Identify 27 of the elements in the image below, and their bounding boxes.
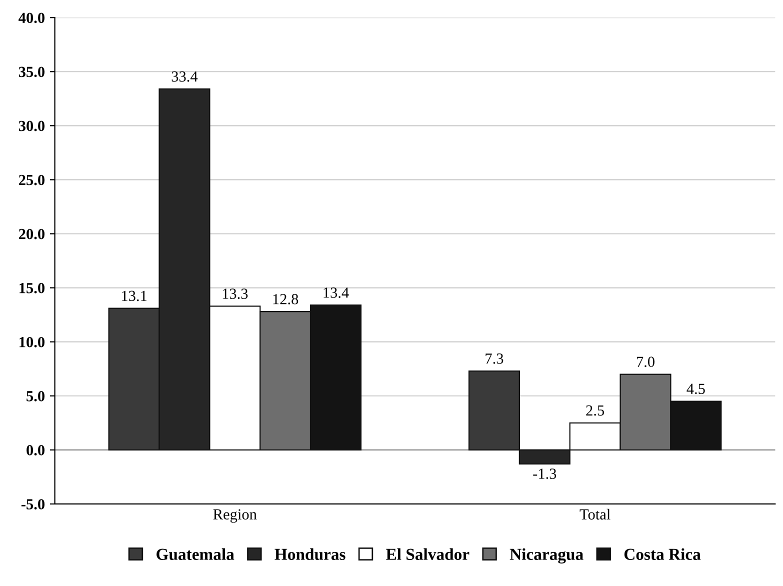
data-label: 13.4: [324, 288, 349, 298]
data-label: 7.3: [486, 353, 504, 364]
data-label: 33.4: [172, 71, 198, 82]
x-tick-label: Total: [580, 508, 610, 520]
data-label: 7.0: [636, 356, 654, 368]
y-tick-label: 40.0: [18, 12, 45, 24]
y-tick-label: -5.0: [21, 499, 45, 510]
data-label: 13.1: [122, 290, 146, 302]
legend-label: Costa Rica: [624, 548, 701, 560]
x-tick-label: Region: [213, 509, 257, 523]
y-tick-label: 30.0: [18, 120, 45, 132]
data-label: -1.3: [533, 468, 556, 479]
y-tick-label: 5.0: [26, 391, 45, 402]
y-tick-label: 10.0: [20, 336, 45, 348]
data-label: 12.8: [273, 294, 298, 304]
y-tick-label: 25.0: [18, 174, 45, 186]
data-label: 13.3: [222, 288, 248, 299]
legend-label: El Salvador: [386, 548, 470, 560]
y-tick-label: 35.0: [18, 66, 45, 78]
y-tick-label: 0.0: [26, 445, 45, 456]
legend-label: Nicaragua: [510, 548, 584, 564]
legend-label: Guatemala: [156, 548, 234, 560]
data-label: 4.5: [686, 384, 705, 394]
legend-label: Honduras: [274, 548, 346, 560]
data-label: 2.5: [586, 405, 604, 416]
y-tick-label: 15.0: [20, 282, 45, 294]
y-tick-label: 20.0: [18, 228, 45, 240]
